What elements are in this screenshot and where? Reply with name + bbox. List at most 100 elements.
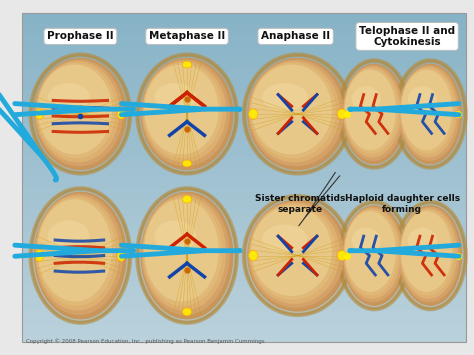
Ellipse shape [248, 59, 344, 166]
Bar [22, 166, 466, 172]
Ellipse shape [344, 67, 401, 157]
Bar [22, 155, 466, 161]
Ellipse shape [35, 250, 44, 261]
Ellipse shape [399, 207, 460, 302]
Ellipse shape [247, 199, 348, 312]
Bar [22, 260, 466, 265]
Ellipse shape [401, 68, 455, 154]
Bar [22, 178, 466, 183]
Ellipse shape [352, 228, 381, 253]
Bar [22, 271, 466, 276]
Bar [22, 249, 466, 254]
Ellipse shape [249, 61, 340, 162]
Ellipse shape [344, 210, 399, 295]
Ellipse shape [155, 83, 196, 111]
Bar [22, 227, 466, 232]
Bar [22, 298, 466, 304]
Ellipse shape [144, 65, 219, 154]
Bar [22, 68, 466, 73]
Bar [22, 326, 466, 331]
Ellipse shape [249, 251, 258, 261]
Ellipse shape [352, 86, 381, 111]
Bar [22, 150, 466, 155]
Bar [22, 144, 466, 150]
Ellipse shape [345, 70, 396, 150]
Bar [22, 51, 466, 57]
Bar [22, 29, 466, 35]
Ellipse shape [247, 58, 348, 170]
Ellipse shape [155, 220, 196, 252]
Bar [22, 194, 466, 200]
Text: Haploid daughter cells
forming: Haploid daughter cells forming [345, 195, 460, 214]
Ellipse shape [408, 228, 437, 253]
Bar [22, 276, 466, 282]
Bar [22, 216, 466, 221]
Ellipse shape [36, 195, 119, 311]
Bar [22, 238, 466, 243]
Bar [22, 221, 466, 227]
Bar [22, 139, 466, 144]
Bar [22, 282, 466, 287]
Bar [22, 117, 466, 123]
Ellipse shape [37, 199, 112, 302]
Ellipse shape [251, 65, 332, 154]
Ellipse shape [342, 64, 406, 164]
Ellipse shape [337, 109, 346, 119]
Bar [22, 35, 466, 40]
Ellipse shape [249, 109, 258, 119]
Bar [22, 24, 466, 29]
Ellipse shape [117, 250, 126, 261]
Ellipse shape [144, 199, 219, 302]
Ellipse shape [398, 64, 462, 164]
Bar [22, 128, 466, 134]
Text: Telophase II and
Cytokinesis: Telophase II and Cytokinesis [359, 26, 455, 47]
Bar [22, 123, 466, 128]
Bar [22, 293, 466, 298]
Ellipse shape [37, 65, 112, 154]
Bar [22, 200, 466, 205]
Ellipse shape [342, 205, 406, 306]
Ellipse shape [182, 160, 191, 167]
Ellipse shape [142, 61, 226, 162]
Ellipse shape [34, 58, 127, 170]
Text: Metaphase II: Metaphase II [149, 32, 225, 42]
Bar [22, 161, 466, 166]
Ellipse shape [250, 63, 336, 158]
Ellipse shape [250, 204, 336, 300]
Ellipse shape [182, 61, 191, 68]
Bar [22, 90, 466, 95]
Ellipse shape [35, 59, 123, 166]
Bar [22, 106, 466, 112]
Bar [22, 40, 466, 46]
Ellipse shape [343, 207, 403, 302]
Bar [22, 243, 466, 249]
Bar [22, 254, 466, 260]
Ellipse shape [142, 195, 226, 311]
Bar [22, 315, 466, 320]
Ellipse shape [398, 205, 462, 306]
Ellipse shape [344, 68, 399, 154]
Ellipse shape [343, 65, 403, 161]
Ellipse shape [401, 210, 455, 295]
Ellipse shape [401, 211, 452, 292]
Ellipse shape [36, 197, 116, 306]
Bar [22, 211, 466, 216]
Bar [22, 309, 466, 315]
Ellipse shape [400, 208, 457, 299]
Bar [22, 19, 466, 24]
Bar [22, 95, 466, 101]
Ellipse shape [143, 63, 222, 158]
Text: Copyright © 2008 Pearson Education, Inc., publishing as Pearson Benjamin Cumming: Copyright © 2008 Pearson Education, Inc.… [26, 338, 264, 344]
Ellipse shape [48, 83, 90, 111]
Ellipse shape [140, 192, 234, 320]
Bar [22, 189, 466, 194]
Bar [22, 336, 466, 342]
Ellipse shape [117, 109, 126, 119]
Ellipse shape [182, 308, 191, 316]
Bar [22, 205, 466, 211]
Ellipse shape [337, 251, 346, 261]
Bar [22, 84, 466, 90]
Ellipse shape [249, 203, 340, 304]
Ellipse shape [345, 211, 396, 292]
Bar [22, 46, 466, 51]
